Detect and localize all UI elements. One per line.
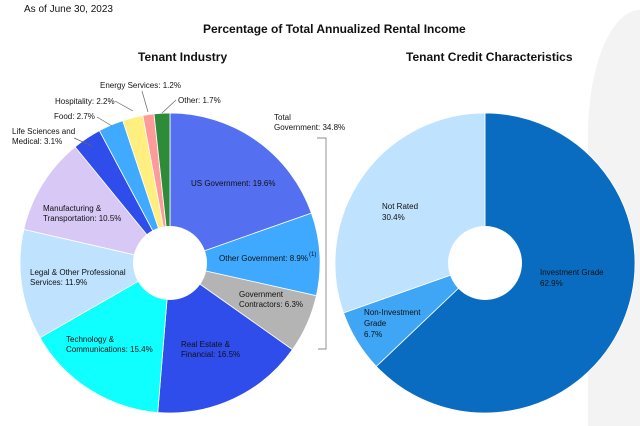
label-nig-3: 6.7% (364, 330, 383, 339)
donut-hole (448, 226, 522, 300)
label-life-2: Medical: 3.1% (12, 137, 63, 146)
label-other-gov: Other Government: 8.9% (219, 254, 308, 263)
label-man-2: Transportation: 10.5% (43, 214, 122, 223)
label-tech-1: Technology & (66, 335, 115, 344)
label-legal-2: Services: 11.9% (30, 278, 88, 287)
donut-hole (133, 226, 207, 300)
leader-lines (73, 90, 327, 350)
government-bracket (317, 137, 327, 350)
footnote-marker: (1) (309, 252, 317, 258)
slice-real-estate-financial (157, 262, 294, 414)
as-of-date: As of June 30, 2023 (24, 4, 113, 15)
leader-food (96, 116, 113, 127)
label-tech-2: Communications: 15.4% (66, 345, 153, 354)
label-life-1: Life Sciences and (12, 127, 76, 136)
leader-other (161, 99, 177, 114)
label-govcon-1: Government (239, 290, 284, 299)
label-hospitality: Hospitality: 2.2% (55, 97, 115, 106)
label-nig-2: Grade (364, 319, 387, 328)
label-total-2: Government: 34.8% (274, 123, 346, 132)
slice-other-government (168, 212, 321, 297)
label-re-1: Real Estate & (181, 340, 230, 349)
label-food: Food: 2.7% (54, 112, 95, 121)
tenant-industry-pie (19, 112, 321, 414)
slice-manufacturing-transportation (23, 146, 172, 264)
label-ig-2: 62.9% (540, 279, 563, 288)
label-re-2: Financial: 16.5% (181, 350, 241, 359)
label-govcon-2: Contractors: 6.3% (239, 300, 304, 309)
slice-other (153, 112, 171, 264)
leader-energy (141, 90, 149, 113)
leader-life (73, 137, 93, 147)
chart-title-industry: Tenant Industry (138, 50, 228, 64)
tenant-credit-pie (334, 112, 636, 414)
chart-title-credit: Tenant Credit Characteristics (406, 50, 573, 64)
label-nig-1: Non-Investment (364, 308, 421, 317)
label-energy: Energy Services: 1.2% (100, 81, 181, 90)
label-other: Other: 1.7% (178, 96, 221, 105)
label-us-gov: US Government: 19.6% (191, 179, 276, 188)
slice-technology-communications (39, 262, 171, 413)
label-total-1: Total (274, 113, 291, 122)
label-ig-1: Investment Grade (540, 268, 604, 277)
slice-legal-other-professional-services (19, 228, 172, 339)
label-not-rated-2: 30.4% (382, 213, 405, 222)
label-man-1: Manufacturing & (43, 204, 102, 213)
label-legal-1: Legal & Other Professional (30, 268, 126, 277)
slice-not-rated (334, 112, 486, 314)
main-title: Percentage of Total Annualized Rental In… (203, 22, 466, 36)
leader-hosp (114, 100, 134, 112)
label-not-rated-1: Not Rated (382, 202, 419, 211)
